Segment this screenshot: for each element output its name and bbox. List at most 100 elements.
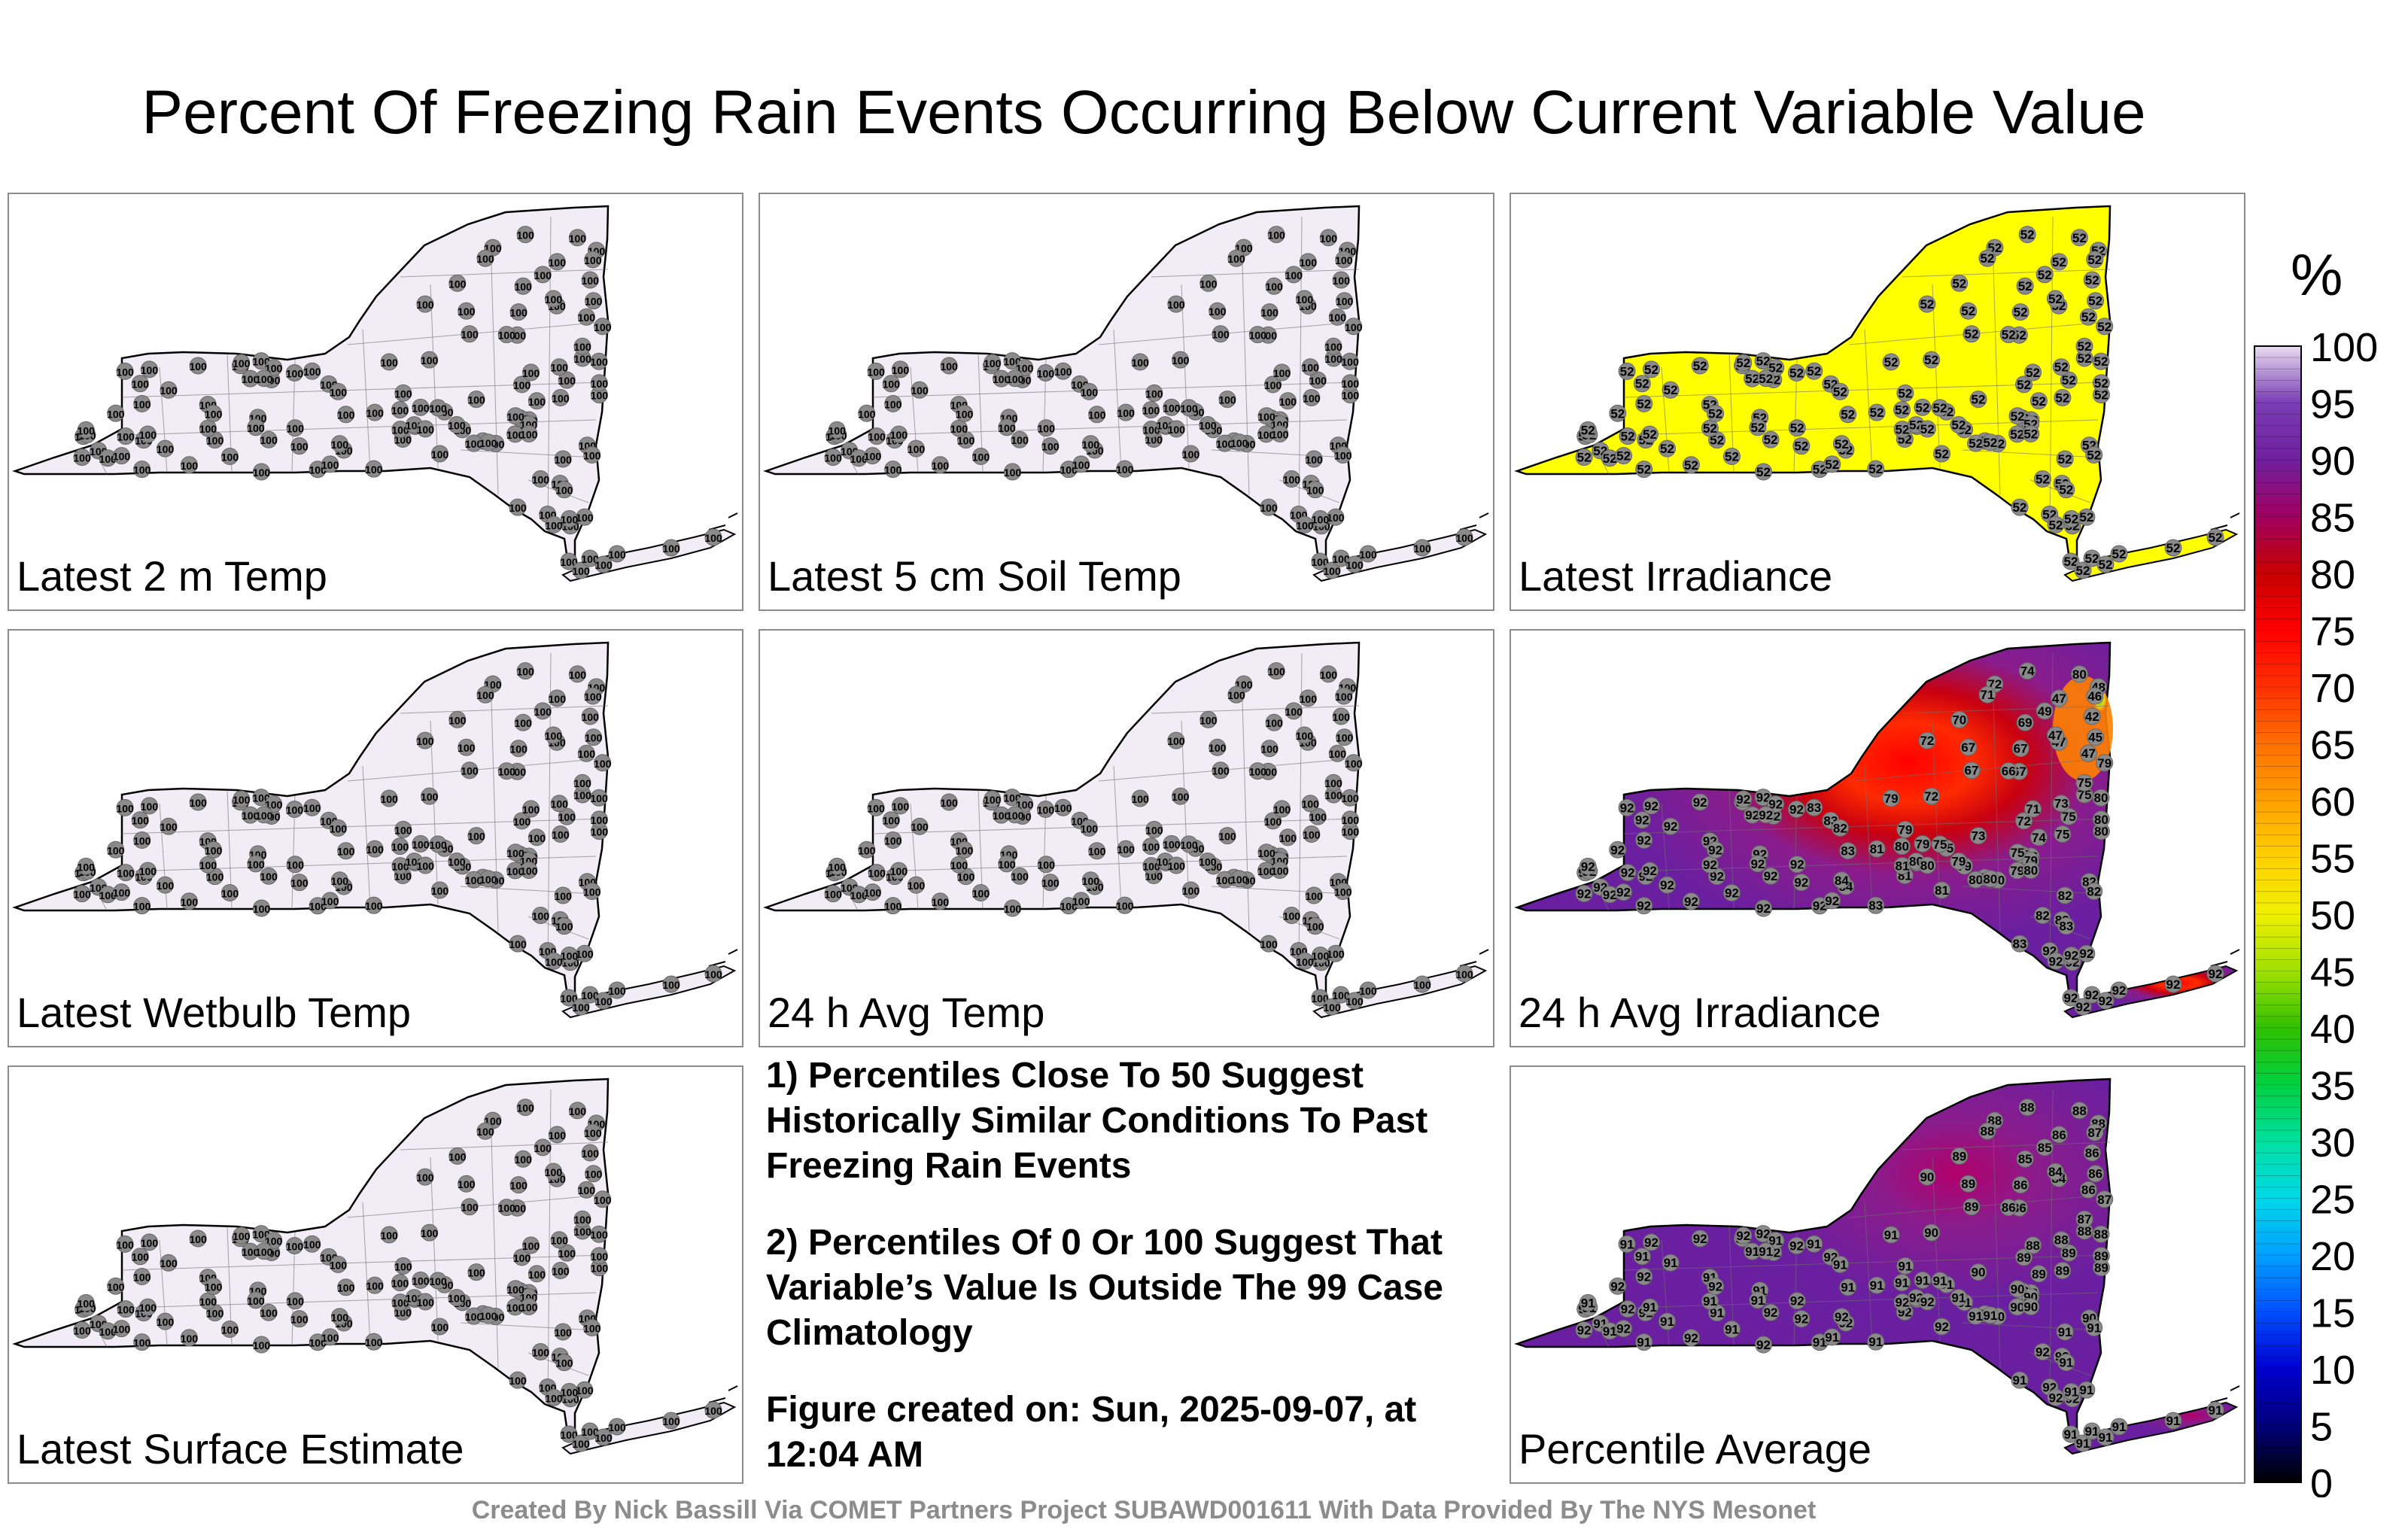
svg-text:80: 80	[2094, 813, 2109, 827]
svg-text:100: 100	[578, 312, 596, 324]
station-marker: 52	[1767, 359, 1785, 377]
svg-text:91: 91	[2079, 1383, 2093, 1397]
svg-text:52: 52	[2023, 427, 2038, 442]
svg-text:82: 82	[2058, 889, 2072, 903]
station-marker: 100	[1345, 992, 1364, 1010]
svg-text:70: 70	[1952, 713, 1966, 727]
station-marker: 100	[545, 726, 562, 744]
svg-text:80: 80	[1895, 840, 1909, 854]
station-marker: 100	[998, 855, 1016, 873]
station-marker: 100	[509, 498, 527, 516]
map-latest-surface-estimate: 1001001001001001001001001001001001001001…	[12, 1078, 738, 1455]
svg-text:100: 100	[509, 307, 528, 319]
svg-text:100: 100	[532, 1346, 550, 1358]
station-marker: 52	[1575, 448, 1593, 467]
station-marker: 100	[1359, 981, 1377, 999]
svg-text:89: 89	[1961, 1177, 1975, 1191]
svg-text:100: 100	[206, 1308, 224, 1320]
svg-text:100: 100	[465, 438, 483, 450]
svg-text:79: 79	[2010, 864, 2024, 878]
svg-text:100: 100	[883, 815, 901, 827]
station-marker: 100	[1312, 946, 1329, 964]
svg-text:100: 100	[1257, 865, 1275, 877]
station-marker: 100	[534, 1138, 552, 1157]
station-marker: 52	[1788, 419, 1806, 437]
station-marker: 82	[1831, 819, 1849, 837]
station-marker: 100	[558, 1244, 576, 1262]
svg-text:52: 52	[1841, 408, 1855, 422]
station-marker: 100	[1271, 862, 1289, 880]
station-marker: 91	[1805, 1235, 1823, 1253]
station-marker: 100	[1336, 728, 1354, 746]
svg-text:91: 91	[1807, 1237, 1821, 1251]
svg-text:91: 91	[1581, 1296, 1595, 1310]
svg-text:100: 100	[1227, 689, 1245, 701]
station-marker: 92	[1932, 1318, 1950, 1336]
station-marker: 100	[1167, 295, 1185, 313]
svg-text:100: 100	[1267, 229, 1285, 242]
svg-text:52: 52	[2087, 448, 2101, 463]
station-marker: 100	[883, 811, 901, 829]
svg-text:100: 100	[1455, 532, 1473, 544]
svg-text:100: 100	[549, 693, 567, 705]
station-marker: 80	[2092, 789, 2110, 807]
station-marker: 100	[476, 1122, 494, 1140]
station-marker: 52	[2164, 539, 2182, 557]
station-marker: 91	[1722, 1321, 1741, 1339]
station-marker: 89	[2054, 1261, 2072, 1279]
station-marker: 100	[1037, 363, 1054, 381]
svg-text:100: 100	[1296, 730, 1314, 742]
station-marker: 100	[73, 448, 91, 467]
station-marker: 100	[950, 419, 968, 437]
station-marker: 52	[1967, 434, 1985, 452]
svg-text:100: 100	[205, 1281, 223, 1293]
svg-text:92: 92	[1581, 859, 1595, 874]
station-marker: 80	[1918, 856, 1936, 874]
station-marker: 52	[1999, 326, 2017, 344]
svg-text:100: 100	[545, 293, 563, 305]
svg-text:52: 52	[1664, 383, 1678, 397]
panel-latest-irradiance: 52 52 52 52 52 52 52 52 52 52 52 52 52 52 52 52 52 52 52 52…	[1510, 193, 2245, 611]
svg-text:52: 52	[1620, 364, 1634, 378]
station-marker: 92	[1707, 841, 1725, 859]
station-marker: 52	[1642, 360, 1660, 378]
svg-text:52: 52	[2032, 394, 2046, 409]
station-marker: 92	[1640, 862, 1659, 880]
svg-text:100: 100	[1142, 841, 1160, 853]
station-marker: 81	[1868, 840, 1886, 858]
station-marker: 100	[516, 662, 534, 680]
svg-text:100: 100	[417, 1296, 435, 1309]
station-marker: 100	[1306, 917, 1324, 935]
svg-text:100: 100	[581, 1426, 599, 1438]
station-marker: 49	[2036, 702, 2054, 720]
svg-text:91: 91	[1915, 1273, 1929, 1287]
station-marker: 100	[506, 1280, 524, 1298]
svg-text:100: 100	[233, 357, 251, 369]
svg-text:100: 100	[113, 1324, 131, 1336]
station-marker: 100	[1212, 761, 1230, 780]
svg-text:100: 100	[829, 424, 847, 436]
station-marker: 52	[1867, 460, 1885, 478]
svg-text:100: 100	[1006, 810, 1024, 822]
svg-text:100: 100	[133, 835, 151, 847]
svg-text:100: 100	[522, 367, 540, 379]
svg-text:100: 100	[572, 1002, 590, 1014]
station-marker: 100	[467, 827, 485, 845]
svg-text:90: 90	[2010, 1300, 2024, 1315]
station-marker: 47	[2079, 744, 2097, 762]
station-marker: 92	[1787, 800, 1805, 818]
station-marker: 100	[534, 266, 552, 284]
station-marker: 92	[2078, 944, 2096, 962]
station-marker: 100	[1230, 870, 1248, 888]
svg-text:100: 100	[509, 1180, 528, 1192]
station-marker: 100	[868, 427, 886, 445]
svg-text:100: 100	[1199, 420, 1217, 432]
station-marker: 88	[2070, 1102, 2088, 1120]
panel-latest-wetbulb-temp: 100 100 100 100 100 100 100 100 100 100 100 100 100 1…	[8, 629, 743, 1047]
station-marker: 100	[255, 806, 273, 824]
svg-text:47: 47	[2081, 746, 2096, 761]
svg-text:52: 52	[2002, 328, 2016, 342]
station-marker: 92	[1691, 793, 1709, 811]
svg-text:91: 91	[1664, 1256, 1678, 1270]
station-marker: 100	[1163, 398, 1181, 416]
